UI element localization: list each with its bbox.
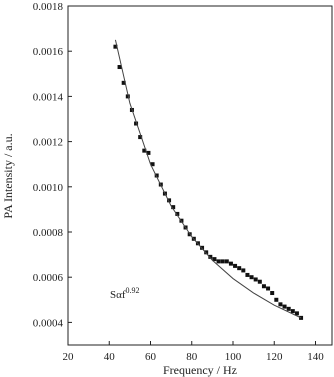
data-point [290,309,295,314]
x-tick-label: 20 [63,351,75,363]
y-tick-label: 0.0010 [33,182,64,194]
data-point [204,250,209,255]
data-point [274,297,279,302]
data-point [146,150,151,155]
data-point [154,173,159,178]
x-axis-label: Frequency / Hz [163,363,237,377]
data-point [299,315,304,320]
y-axis-label: PA Intensity / a.u. [1,133,15,218]
x-tick-label: 120 [266,351,283,363]
x-tick-label: 140 [307,351,324,363]
y-tick-label: 0.0006 [33,272,64,284]
data-point [249,275,254,280]
data-point [125,94,130,99]
data-point [270,291,275,296]
x-tick-label: 40 [104,351,116,363]
y-tick-label: 0.0014 [33,91,64,103]
x-tick-label: 100 [225,351,242,363]
data-point [257,279,262,284]
data-point [294,311,299,316]
data-point [278,302,283,307]
data-point [171,205,176,210]
data-point [113,44,118,49]
data-point [220,259,225,264]
data-point [233,263,238,268]
data-point [286,306,291,311]
data-point [266,286,271,291]
data-point [142,148,147,153]
data-point [216,259,221,264]
plot-frame [67,5,333,346]
data-point [138,135,143,140]
data-point [224,259,229,264]
y-tick-label: 0.0012 [33,137,63,149]
data-point [261,284,266,289]
data-point [237,266,242,271]
data-point [167,198,172,203]
data-point [245,272,250,277]
x-tick-label: 60 [145,351,157,363]
data-point [175,211,180,216]
data-point [134,121,139,126]
x-tick-label: 80 [186,351,198,363]
data-point [228,261,233,266]
annotation-superscript: 0.92 [126,286,140,295]
fit-line [114,39,302,319]
data-point [121,80,126,85]
annotation: Sαf0.92 [110,286,140,301]
data-point [208,254,213,259]
data-point [282,304,287,309]
y-tick-label: 0.0008 [33,227,64,239]
data-point [150,162,155,167]
data-point [212,257,217,262]
data-point [253,277,258,282]
y-tick-label: 0.0004 [33,317,64,329]
y-tick-label: 0.0016 [33,46,64,58]
data-point [241,268,246,273]
y-tick-label: 0.0018 [33,1,64,13]
data-point [117,65,122,70]
annotation-text: Sαf [110,289,126,301]
